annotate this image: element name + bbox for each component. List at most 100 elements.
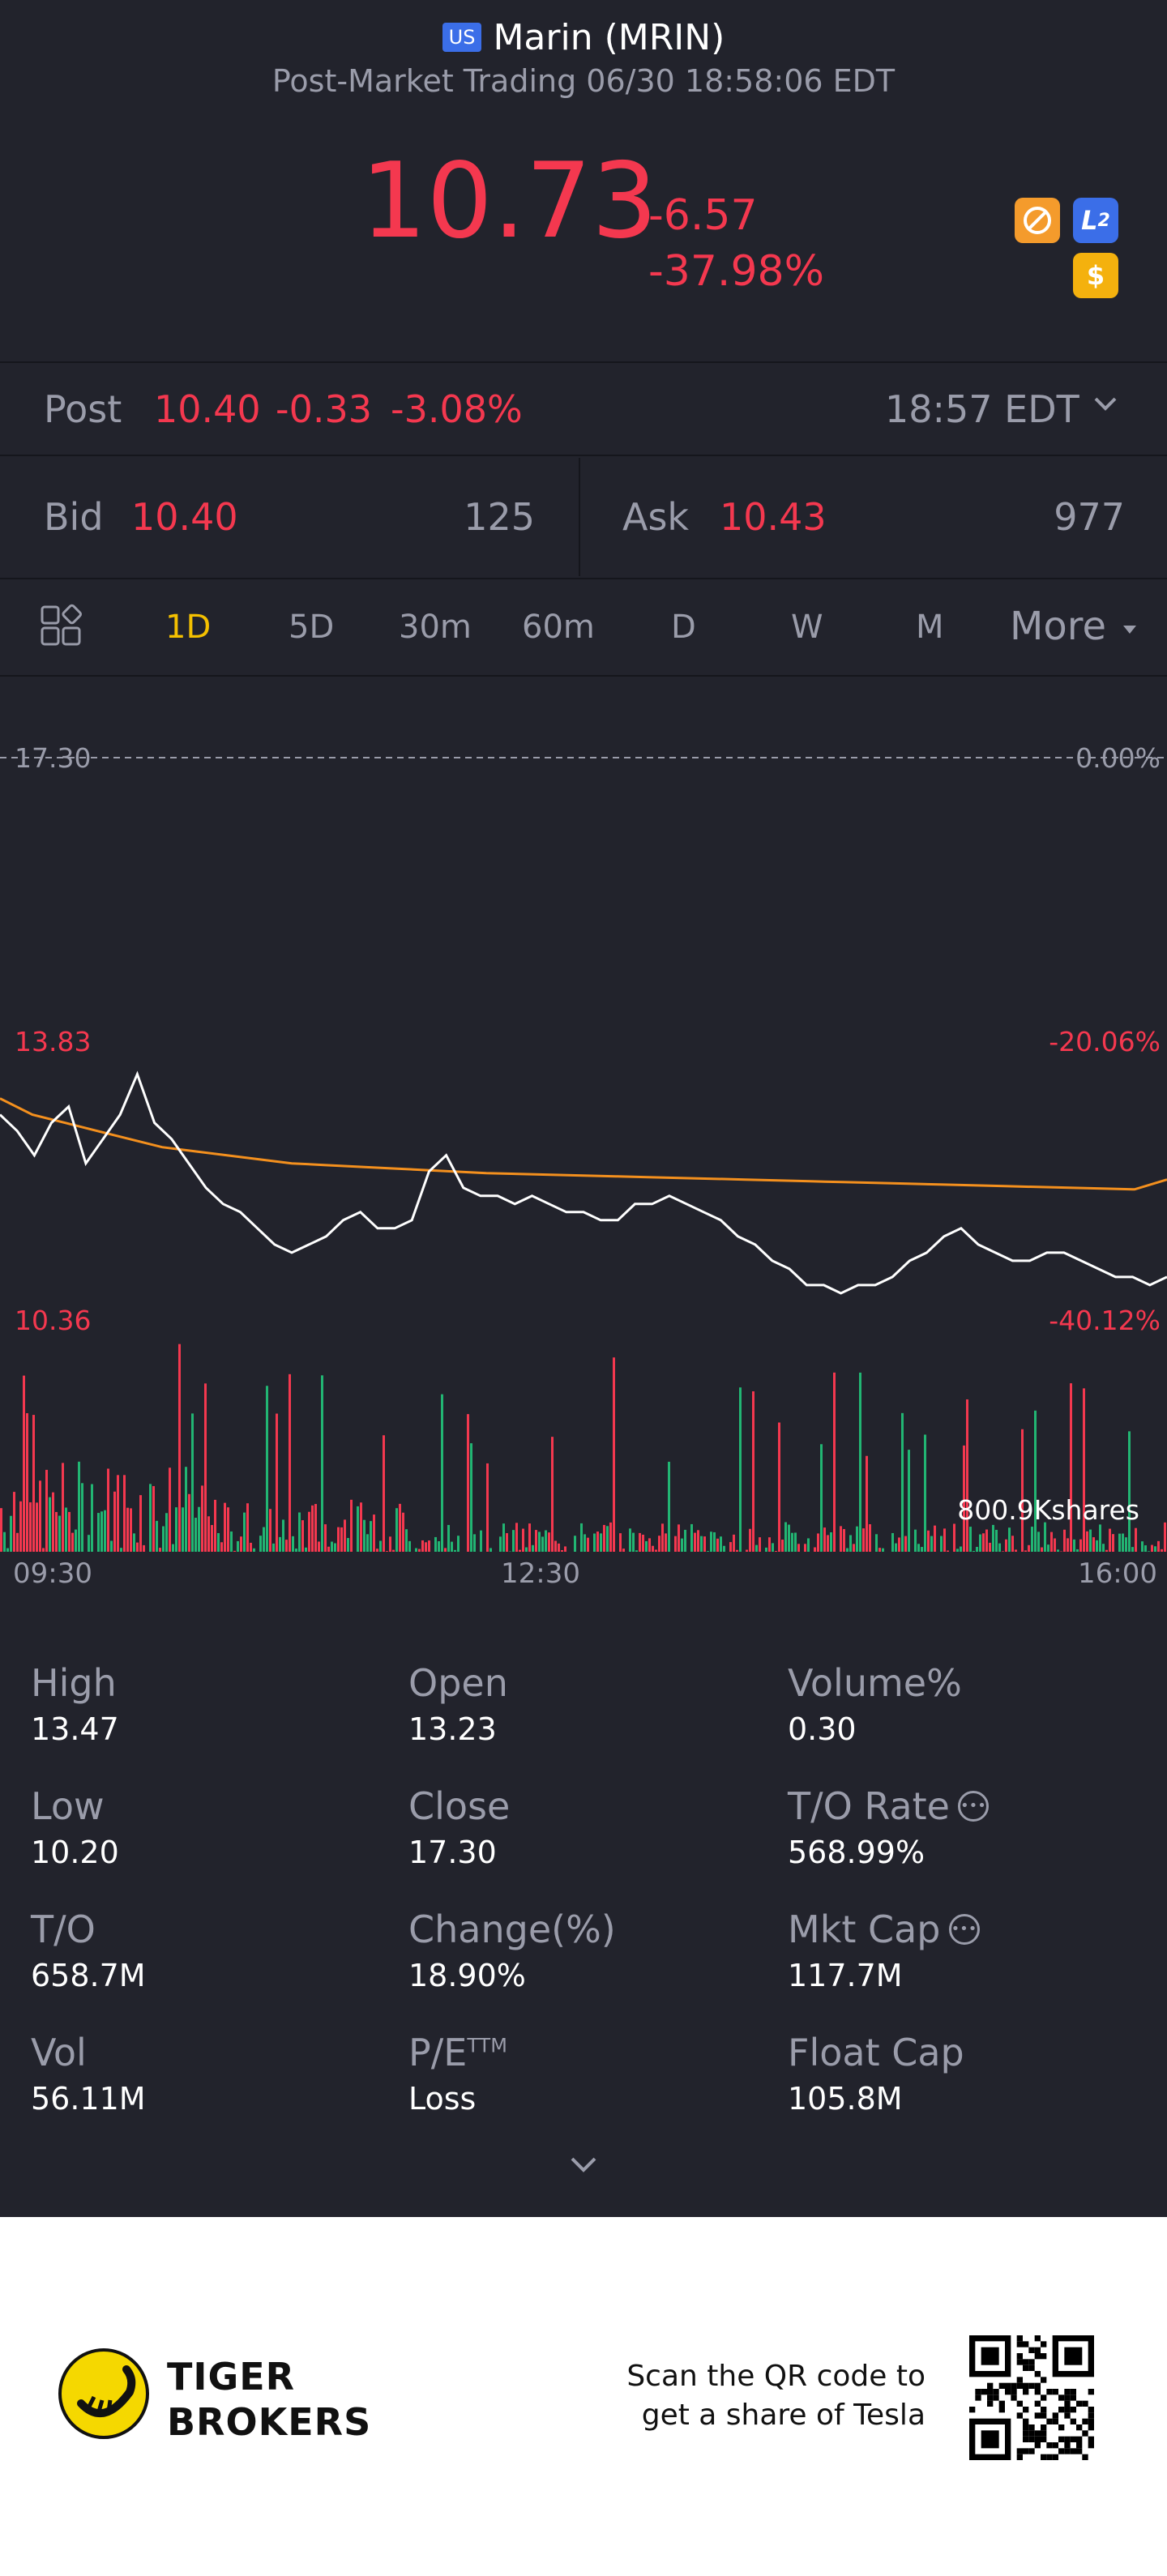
volume-bar	[418, 1549, 421, 1552]
volume-bar	[1157, 1540, 1160, 1552]
more-info-icon[interactable]: •••	[948, 1914, 980, 1945]
volume-bar	[943, 1528, 946, 1552]
volume-bar	[263, 1527, 265, 1552]
stat-value: 18.90%	[408, 1958, 526, 1993]
tab-more[interactable]: More	[1010, 604, 1141, 649]
volume-bar	[584, 1534, 586, 1552]
volume-bar	[869, 1524, 871, 1552]
volume-bar	[237, 1540, 239, 1552]
volume-bar	[324, 1524, 327, 1552]
tab-1d[interactable]: 1D	[165, 609, 212, 646]
intraday-chart[interactable]: 17.30 0.00% 13.83 -20.06% 10.36 -40.12% …	[0, 677, 1167, 1552]
volume-bar	[207, 1516, 210, 1552]
no-sign-icon[interactable]	[1015, 198, 1060, 243]
volume-bar	[473, 1534, 476, 1552]
volume-bar	[960, 1546, 962, 1552]
x-label-close: 16:00	[1078, 1557, 1157, 1590]
volume-bar	[752, 1391, 754, 1552]
volume-bar	[515, 1523, 518, 1552]
volume-bar	[486, 1463, 489, 1552]
volume-bar	[42, 1548, 45, 1552]
stat-value: 105.8M	[788, 2081, 903, 2117]
volume-bar	[574, 1536, 576, 1552]
ref-price-label: 17.30	[15, 742, 91, 774]
volume-bar	[230, 1531, 233, 1552]
tab-30m[interactable]: 30m	[399, 609, 472, 646]
volume-bar	[856, 1526, 858, 1552]
volume-bar	[395, 1508, 398, 1552]
tab-60m[interactable]: 60m	[522, 609, 595, 646]
volume-bar	[781, 1540, 784, 1552]
more-info-icon[interactable]: •••	[957, 1791, 989, 1822]
volume-bar	[49, 1497, 51, 1552]
volume-bar	[733, 1534, 735, 1552]
chevron-down-icon[interactable]	[1089, 387, 1122, 428]
volume-bar	[110, 1540, 113, 1552]
tab-m[interactable]: M	[916, 609, 944, 646]
volume-bar	[62, 1463, 64, 1552]
volume-bar	[791, 1532, 793, 1552]
volume-bar	[201, 1485, 203, 1552]
volume-bar	[3, 1532, 6, 1552]
volume-bar	[833, 1372, 836, 1552]
volume-bar	[0, 1508, 2, 1552]
volume-bar	[665, 1533, 667, 1552]
volume-bar	[340, 1527, 343, 1552]
volume-bar	[39, 1480, 41, 1552]
volume-bar	[690, 1523, 693, 1552]
dollar-icon[interactable]: $	[1073, 253, 1118, 298]
ref-pct-label: 0.00%	[1075, 742, 1161, 774]
divider	[0, 455, 1167, 456]
volume-bar	[655, 1549, 657, 1552]
volume-bar	[1102, 1544, 1105, 1552]
volume-bar	[898, 1537, 900, 1552]
volume-bar	[749, 1528, 751, 1552]
grid-icon[interactable]	[39, 604, 83, 647]
brand-name-line1: TIGER	[167, 2355, 296, 2399]
stat-value: 10.20	[31, 1835, 119, 1870]
volume-bar	[441, 1394, 443, 1552]
volume-bar	[775, 1551, 777, 1552]
volume-bar	[535, 1530, 537, 1552]
tab-5d[interactable]: 5D	[289, 609, 335, 646]
volume-bar	[1099, 1524, 1101, 1552]
volume-bar	[198, 1506, 200, 1552]
volume-bar	[52, 1492, 54, 1552]
volume-bar	[554, 1540, 557, 1552]
brand-name-line2: BROKERS	[167, 2400, 372, 2444]
volume-bar	[768, 1537, 771, 1552]
volume-bar	[934, 1525, 936, 1552]
low-pct-label: -40.12%	[1049, 1305, 1161, 1336]
volume-bar	[846, 1548, 849, 1552]
stat-value: 117.7M	[788, 1958, 903, 1993]
volume-bar	[1105, 1549, 1108, 1552]
volume-bar	[425, 1542, 427, 1552]
volume-bar	[373, 1514, 375, 1552]
volume-bar	[156, 1520, 158, 1552]
qr-code-icon[interactable]	[969, 2335, 1094, 2460]
volume-bar	[1041, 1547, 1043, 1552]
volume-bar	[405, 1529, 408, 1552]
volume-bar	[178, 1344, 181, 1552]
volume-bar	[878, 1548, 881, 1552]
volume-bar	[681, 1538, 683, 1552]
post-market-row[interactable]: Post 10.40 -0.33 -3.08% 18:57 EDT	[0, 363, 1167, 454]
tab-w[interactable]: W	[791, 609, 823, 646]
volume-bar	[528, 1523, 531, 1552]
share-footer: TIGER BROKERS Scan the QR code to get a …	[0, 2217, 1167, 2576]
volume-bar	[321, 1375, 323, 1552]
volume-bar	[1070, 1383, 1072, 1552]
stat-close: Close 17.30	[408, 1784, 765, 1906]
tab-d[interactable]: D	[671, 609, 696, 646]
volume-bar	[311, 1505, 314, 1552]
volume-bar	[739, 1387, 742, 1552]
stat-turnover: T/O 658.7M	[31, 1907, 387, 2029]
expand-chevron-icon[interactable]	[567, 2147, 600, 2185]
volume-bar	[940, 1536, 943, 1552]
volume-bar	[279, 1536, 281, 1552]
volume-bar	[538, 1532, 541, 1552]
x-label-open: 09:30	[13, 1557, 92, 1590]
volume-bar	[269, 1509, 271, 1552]
volume-bar	[522, 1528, 524, 1552]
